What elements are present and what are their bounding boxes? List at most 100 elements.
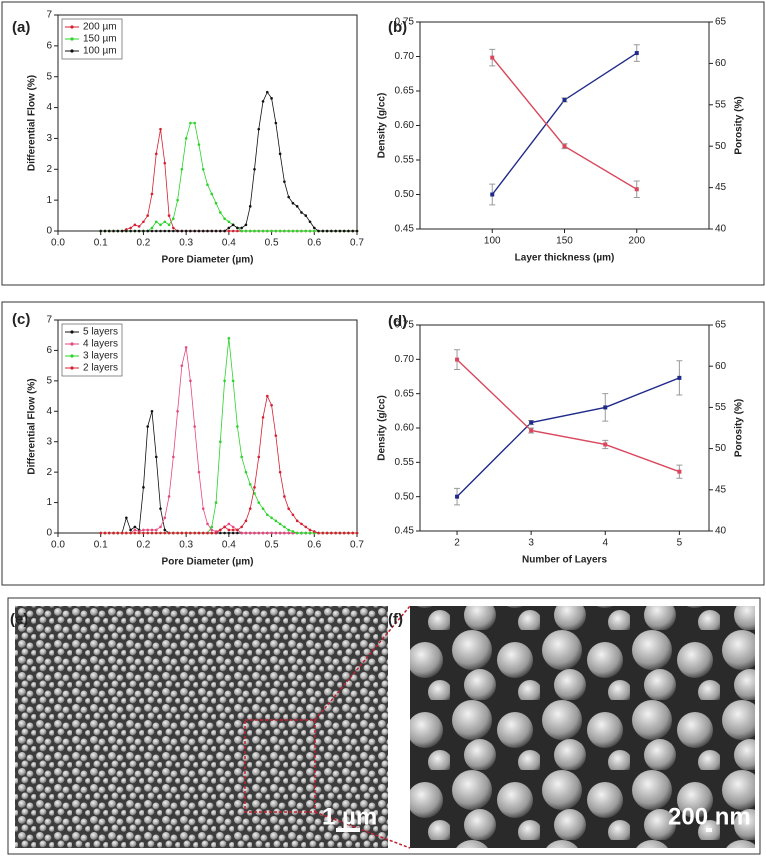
y-tick-label: 0.75 xyxy=(395,17,415,28)
marker xyxy=(270,229,273,233)
marker xyxy=(184,346,188,349)
y2-tick-label: 45 xyxy=(715,182,727,193)
y-tick-label: 0.45 xyxy=(395,526,415,537)
marker xyxy=(146,531,149,535)
marker xyxy=(295,531,299,535)
marker xyxy=(210,192,214,196)
marker xyxy=(274,519,278,523)
marker xyxy=(261,507,265,510)
marker xyxy=(253,486,256,489)
marker xyxy=(223,379,226,383)
marker xyxy=(197,531,201,535)
marker xyxy=(253,492,256,495)
y-tick-label: 0.70 xyxy=(395,354,415,365)
plot-frame xyxy=(419,324,710,532)
marker xyxy=(154,229,158,233)
marker xyxy=(120,229,124,233)
marker xyxy=(304,531,308,535)
marker xyxy=(231,525,235,529)
marker xyxy=(317,229,320,233)
marker xyxy=(347,229,350,233)
marker xyxy=(133,223,137,227)
marker xyxy=(116,229,120,233)
marker xyxy=(603,405,608,410)
y-tick-label: 7 xyxy=(46,10,52,21)
marker xyxy=(274,229,278,233)
legend-swatch xyxy=(70,354,74,358)
y2-tick-label: 65 xyxy=(715,17,727,28)
marker xyxy=(210,528,214,532)
marker xyxy=(248,229,252,233)
y-tick-label: 4 xyxy=(46,102,52,113)
marker xyxy=(257,501,261,504)
y2-tick-label: 50 xyxy=(715,141,727,152)
series-line xyxy=(491,57,638,190)
y2-tick-label: 55 xyxy=(715,99,727,110)
sem-image xyxy=(410,606,755,848)
x-tick-label: 0.0 xyxy=(51,238,65,249)
marker xyxy=(219,440,222,444)
x-tick-label: 4 xyxy=(602,538,608,549)
x-axis-label: Pore Diameter (µm) xyxy=(162,255,254,266)
marker xyxy=(257,229,261,233)
marker xyxy=(266,394,269,398)
marker xyxy=(150,192,154,196)
marker xyxy=(330,531,333,535)
marker xyxy=(304,229,308,233)
marker xyxy=(227,229,231,233)
marker xyxy=(338,229,342,233)
x-tick-label: 0.2 xyxy=(136,238,150,249)
marker xyxy=(125,516,128,520)
marker xyxy=(227,336,231,340)
marker xyxy=(154,152,158,156)
marker xyxy=(295,205,299,208)
marker xyxy=(287,507,290,510)
marker xyxy=(236,425,239,428)
marker xyxy=(227,522,231,526)
y-tick-label: 0.50 xyxy=(395,491,415,502)
marker xyxy=(261,229,265,233)
marker xyxy=(287,229,290,233)
marker xyxy=(180,531,184,535)
y-axis-label: Differential Flow (%) xyxy=(27,75,38,171)
marker xyxy=(287,531,290,535)
marker xyxy=(244,470,248,474)
x-tick-label: 2 xyxy=(454,538,460,549)
marker xyxy=(193,531,196,535)
marker xyxy=(133,525,137,529)
y2-tick-label: 60 xyxy=(715,361,727,372)
marker xyxy=(133,528,137,532)
y2-tick-label: 60 xyxy=(715,58,727,69)
marker xyxy=(206,531,209,535)
series-line xyxy=(100,122,357,232)
marker xyxy=(129,528,132,532)
marker xyxy=(99,531,103,535)
marker xyxy=(133,229,137,233)
marker xyxy=(325,229,329,233)
marker xyxy=(308,229,312,233)
marker xyxy=(330,229,333,233)
marker xyxy=(120,531,124,535)
marker xyxy=(219,229,222,233)
series-line xyxy=(100,129,357,232)
legend-swatch xyxy=(70,330,74,334)
marker xyxy=(210,525,214,529)
y-tick-label: 0.55 xyxy=(395,457,415,468)
x-tick-label: 200 xyxy=(628,236,645,247)
marker xyxy=(184,229,188,233)
marker xyxy=(125,229,128,233)
marker xyxy=(308,531,312,535)
marker xyxy=(490,192,495,197)
marker xyxy=(103,531,107,535)
marker xyxy=(278,470,282,474)
marker xyxy=(244,229,248,233)
y2-tick-label: 55 xyxy=(715,402,727,413)
marker xyxy=(257,455,261,459)
y2-tick-label: 50 xyxy=(715,443,727,454)
marker xyxy=(342,229,346,233)
y-tick-label: 0 xyxy=(46,226,52,237)
y-tick-label: 7 xyxy=(46,315,52,326)
y-tick-label: 0.75 xyxy=(395,320,415,331)
marker xyxy=(176,531,179,535)
panel-frame xyxy=(7,597,761,855)
